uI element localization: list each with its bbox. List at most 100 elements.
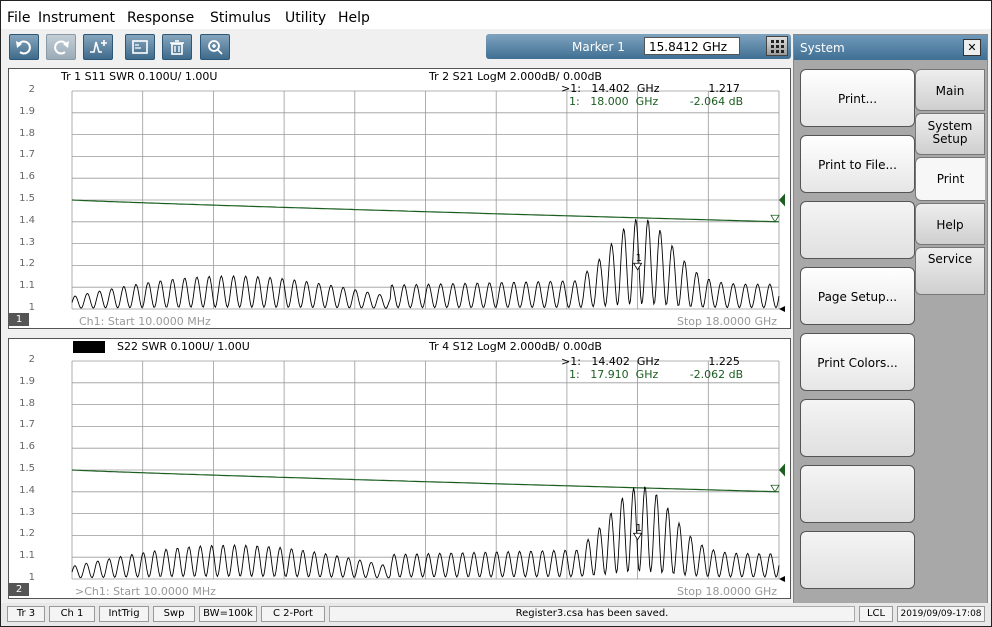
start-frequency-1: Ch1: Start 10.0000 MHz	[79, 315, 211, 328]
y-tick-label: 1.2	[19, 258, 35, 270]
s21-trace	[71, 199, 780, 223]
undo-icon	[16, 40, 31, 55]
print-colors-label: Print Colors...	[817, 356, 898, 370]
marker-1-number: 1	[636, 523, 642, 534]
print-colors-button[interactable]: Print Colors...	[800, 333, 915, 391]
tab-print[interactable]: Print	[915, 157, 985, 201]
menu-help[interactable]: Help	[338, 10, 370, 26]
channel-number-1[interactable]: 1	[9, 313, 29, 326]
marker-readout-2b: 1: 17.910 GHz -2.062 dB	[569, 368, 744, 381]
marker-bar: Marker 1 15.8412 GHz	[486, 34, 791, 59]
y-tick-label: 1.1	[19, 550, 35, 562]
y-tick-label: 1.6	[19, 441, 35, 453]
y-tick-label: 1.1	[19, 280, 35, 292]
marker-value-input[interactable]: 15.8412 GHz	[644, 37, 740, 55]
plot-window-2[interactable]: 1 S22 SWR 0.100U/ 1.00U Tr 4 S12 LogM 2.…	[8, 338, 791, 599]
menu-utility[interactable]: Utility	[285, 10, 327, 26]
delete-button[interactable]	[162, 34, 192, 60]
copy-window-button[interactable]	[125, 34, 155, 60]
print-to-file-button[interactable]: Print to File...	[800, 135, 915, 193]
stop-frequency-2: Stop 18.0000 GHz	[677, 585, 778, 598]
status-lcl: LCL	[859, 606, 893, 622]
tab-system-setup-label: System Setup	[927, 119, 973, 146]
s11-trace	[71, 486, 780, 579]
print-button[interactable]: Print...	[800, 69, 915, 127]
tab-print-label: Print	[936, 172, 965, 186]
y-tick-label: 2	[28, 354, 35, 365]
close-icon[interactable]: ✕	[963, 39, 981, 56]
zoom-icon	[208, 40, 223, 55]
status-calibration[interactable]: C 2-Port	[261, 606, 325, 622]
trace3-color-swatch	[73, 341, 105, 353]
add-trace-button[interactable]	[83, 34, 113, 60]
y-tick-label: 1.9	[19, 105, 35, 117]
marker-1-icon	[632, 262, 643, 271]
trace2-label[interactable]: Tr 2 S21 LogM 2.000dB/ 0.00dB	[429, 70, 602, 83]
menu-instrument[interactable]: Instrument	[38, 10, 116, 26]
trace-add-icon	[90, 40, 107, 53]
tab-service[interactable]: Service	[915, 247, 985, 295]
marker-2-icon	[770, 214, 780, 223]
status-trigger[interactable]: IntTrig	[99, 606, 149, 622]
marker-readout-1b: 1: 18.000 GHz -2.064 dB	[569, 95, 744, 108]
y-tick-label: 1.6	[19, 171, 35, 183]
zoom-button[interactable]	[200, 34, 230, 60]
page-setup-button[interactable]: Page Setup...	[800, 267, 915, 325]
undo-button[interactable]	[9, 34, 39, 60]
menu-stimulus[interactable]: Stimulus	[210, 10, 271, 26]
trace1-label[interactable]: Tr 1 S11 SWR 0.100U/ 1.00U	[61, 70, 218, 83]
print-to-file-label: Print to File...	[818, 158, 897, 172]
start-frequency-2: >Ch1: Start 10.0000 MHz	[75, 585, 216, 598]
softkey-empty-1[interactable]	[800, 201, 915, 259]
status-sweep[interactable]: Swp	[153, 606, 195, 622]
ref-arrow-black-icon	[779, 576, 785, 582]
softkey-empty-3[interactable]	[800, 465, 915, 523]
ref-arrow-black-icon	[779, 306, 785, 312]
marker-1-number: 1	[636, 253, 642, 264]
channel-number-2[interactable]: 2	[9, 583, 29, 596]
status-trace[interactable]: Tr 3	[7, 606, 45, 622]
y-tick-label: 1.4	[19, 214, 35, 226]
s21-trace	[71, 469, 780, 493]
s11-trace	[71, 219, 780, 309]
softkey-empty-4[interactable]	[800, 531, 915, 589]
status-channel[interactable]: Ch 1	[49, 606, 95, 622]
trash-icon	[170, 40, 184, 55]
trace3-label[interactable]: S22 SWR 0.100U/ 1.00U	[117, 340, 250, 353]
tab-system-setup[interactable]: System Setup	[915, 113, 985, 155]
tab-help[interactable]: Help	[915, 203, 985, 245]
page-setup-label: Page Setup...	[817, 290, 898, 304]
y-tick-label: 1	[28, 572, 35, 583]
y-tick-label: 1.8	[19, 127, 35, 139]
menu-response[interactable]: Response	[127, 10, 195, 26]
system-panel: System ✕ Print... Print to File... Page …	[793, 34, 988, 604]
y-tick-label: 1.8	[19, 397, 35, 409]
plot-canvas-1: 1	[71, 90, 785, 312]
y-tick-label: 1.7	[19, 419, 35, 431]
menu-file[interactable]: File	[7, 10, 31, 26]
y-tick-label: 1	[28, 302, 35, 313]
tab-main[interactable]: Main	[915, 69, 985, 111]
status-bandwidth[interactable]: BW=100k	[199, 606, 257, 622]
trace4-label[interactable]: Tr 4 S12 LogM 2.000dB/ 0.00dB	[429, 340, 602, 353]
keypad-button[interactable]	[766, 36, 788, 56]
redo-icon	[54, 40, 69, 55]
keypad-icon	[771, 40, 784, 53]
toolbar: Marker 1 15.8412 GHz	[1, 31, 991, 64]
redo-button[interactable]	[46, 34, 76, 60]
marker-2-icon	[770, 484, 780, 493]
print-button-label: Print...	[837, 92, 878, 106]
ref-arrow-green-icon	[779, 463, 785, 477]
softkey-empty-2[interactable]	[800, 399, 915, 457]
system-panel-header: System ✕	[794, 35, 987, 60]
status-message: Register3.csa has been saved.	[329, 606, 855, 622]
y-tick-label: 1.3	[19, 506, 35, 518]
y-tick-label: 1.5	[19, 193, 35, 204]
plot-window-1[interactable]: 1 Tr 1 S11 SWR 0.100U/ 1.00U Tr 2 S21 Lo…	[8, 68, 791, 329]
y-tick-label: 1.4	[19, 484, 35, 496]
marker-readout-1a: >1: 14.402 GHz 1.217	[561, 82, 740, 95]
y-tick-label: 1.3	[19, 236, 35, 248]
tab-help-label: Help	[936, 218, 964, 232]
tab-main-label: Main	[935, 84, 965, 98]
menu-bar: File Instrument Response Stimulus Utilit…	[1, 1, 991, 29]
